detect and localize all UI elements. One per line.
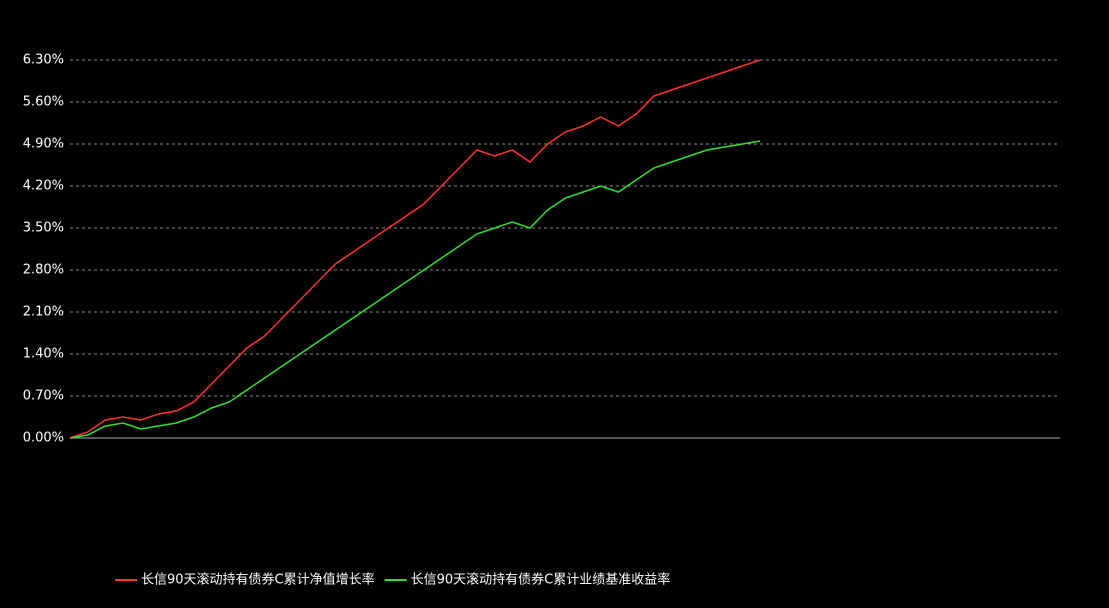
y-tick-label: 0.70% <box>23 389 64 404</box>
y-tick-label: 0.00% <box>23 431 64 446</box>
y-tick-label: 4.90% <box>23 137 64 152</box>
y-tick-label: 3.50% <box>23 221 64 236</box>
legend-label: 长信90天滚动持有债券C累计业绩基准收益率 <box>411 572 671 588</box>
legend-label: 长信90天滚动持有债券C累计净值增长率 <box>141 572 375 588</box>
line <box>69 140 761 439</box>
line <box>69 59 761 439</box>
y-tick-label: 5.60% <box>23 95 64 110</box>
y-tick-label: 2.10% <box>23 305 64 320</box>
y-tick-label: 4.20% <box>23 179 64 194</box>
y-tick-label: 1.40% <box>23 347 64 362</box>
y-tick-label: 6.30% <box>23 53 64 68</box>
y-tick-label: 2.80% <box>23 263 64 278</box>
